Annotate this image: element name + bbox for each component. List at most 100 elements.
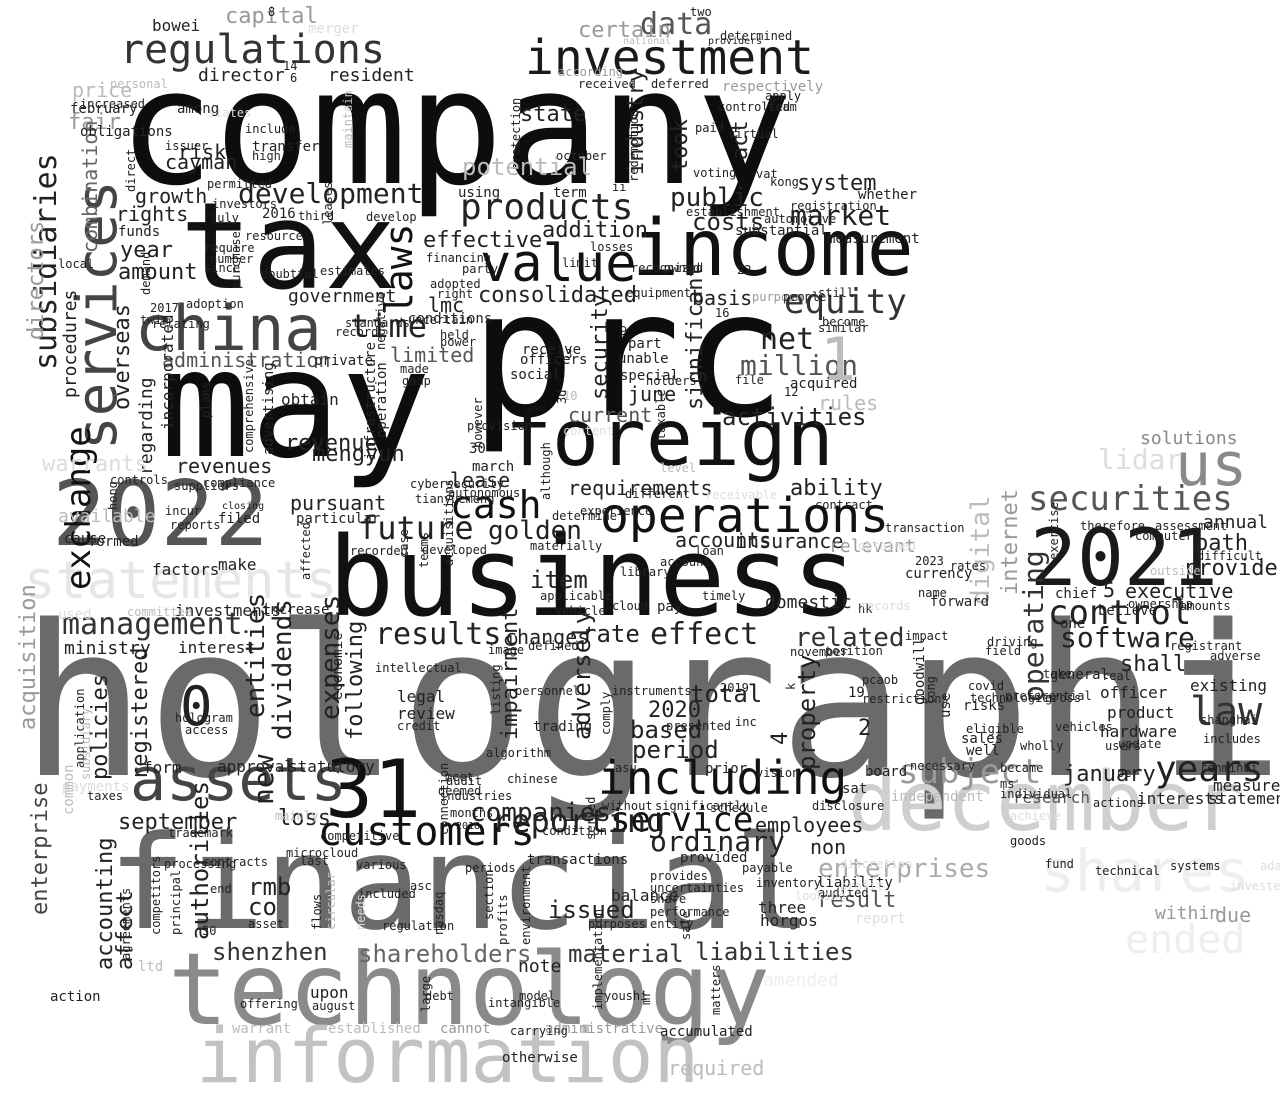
word-board: board [865,764,908,780]
word-2021: 2021 [1030,514,1218,604]
word-content: content [563,424,614,438]
word-reporting: reporting [492,802,666,840]
word-twin: twin [140,313,169,327]
word-name: name [918,586,947,600]
word-states: states [208,106,252,120]
word-rmb: rmb [248,873,292,901]
word-asset: asset [248,917,285,931]
word-4: 4 [768,731,793,745]
word-recognized: recognized [631,261,704,275]
word-received: received [578,77,636,91]
word-investors: investors [212,197,278,211]
word-became: became [1000,761,1044,775]
word-shanghai: shanghai [1200,713,1258,727]
word-uncertain: uncertain [408,313,474,327]
word-officer: officer [1100,683,1168,702]
word-ltd: ltd [138,959,164,975]
word-redemption: redemption [627,109,641,182]
word-cayman: cayman [165,150,238,174]
word-officers: officers [520,352,588,368]
word-establishment: establishment [686,205,780,219]
word-record: record [335,325,379,339]
word-interest: interest [178,638,256,657]
word-audited: audited [818,886,869,900]
word-8: 8 [268,5,276,19]
word-chinese: chinese [507,772,558,786]
word-shenzhen: shenzhen [212,938,328,966]
word-combination: combination [78,120,102,253]
word-party: party [462,262,499,276]
word-amounts: amounts [1180,599,1231,613]
word-rules: rules [818,391,879,415]
word-holographic: holographic [20,580,1280,825]
word-unable: unable [618,351,669,367]
word-develop: develop [366,210,417,224]
word-vehicle: vehicle [555,604,606,618]
word-balance: balance [611,886,679,905]
word-forward: forward [930,594,990,610]
word-employees: employees [755,813,864,837]
word-effect: effect [650,617,759,652]
word-solutions: solutions [1140,428,1238,449]
word-investments: investments [175,601,281,620]
word-believe: believe [1098,603,1158,619]
word-revenue: revenue [285,431,378,456]
word-china: china [135,292,322,365]
word-loan: loan [695,544,724,558]
word-ownership: ownership [1128,597,1194,611]
word-transaction: transaction [885,521,965,535]
word-fund: fund [1045,857,1074,871]
word-purposes: purposes [588,917,646,931]
word-revenues: revenues [176,454,273,478]
word-lease: lease [450,468,511,492]
word-discretion: discretion [840,857,913,871]
word-mr: mr [639,990,653,1005]
word-golden: golden [488,516,582,546]
word-mainly: mainly [275,809,319,823]
word-three: three [758,898,807,917]
word-certain: certain [578,18,671,43]
word-3d: 3d [555,389,569,404]
word-issuer: issuer [165,139,209,153]
word-provides: provides [650,869,708,883]
word-youshi: youshi [604,989,648,1003]
word-business: business [328,513,858,641]
word-august: august [312,999,356,1013]
word-requirements: requirements [568,476,713,500]
word-2022: 2022 [52,462,269,567]
word-records: records [860,599,911,613]
word-6: 6 [290,71,298,85]
word-environment: environment [519,865,533,945]
word-mengyun: mengyun [312,442,405,467]
word-payments: payments [62,779,130,795]
word-formed: formed [88,534,139,550]
word-directors: directors [24,220,49,340]
word-months: months [450,806,494,820]
word-existing: existing [1190,676,1268,695]
word-otherwise: otherwise [502,1050,578,1066]
word-independent: independent [891,789,984,805]
word-flows: flows [310,893,324,930]
word-model: model [519,989,556,1003]
word-recorded: recorded [350,544,408,558]
word-adoption: adoption [186,297,244,311]
word-real: real [1102,669,1131,683]
word-therefore: therefore [1080,519,1146,533]
word-reports: reports [170,518,221,532]
word-ordinary: ordinary [650,825,785,858]
word-include: include [245,122,296,136]
word-direct: direct [124,148,138,192]
word-incur: incur [165,504,202,518]
word-holders: holders [646,374,697,388]
word-personnel: personnel [515,684,581,698]
word-action: action [50,989,101,1005]
word-includes: includes [1203,732,1261,746]
word-cash: cash [450,483,542,527]
word-wholly: wholly [1020,739,1064,753]
word-number: number [210,252,254,266]
word-held: held [440,328,469,342]
word-schedule: schedule [710,801,768,815]
word-amount: amount [118,260,198,285]
word-circular: circular [324,872,338,930]
word-established: established [328,1021,421,1037]
